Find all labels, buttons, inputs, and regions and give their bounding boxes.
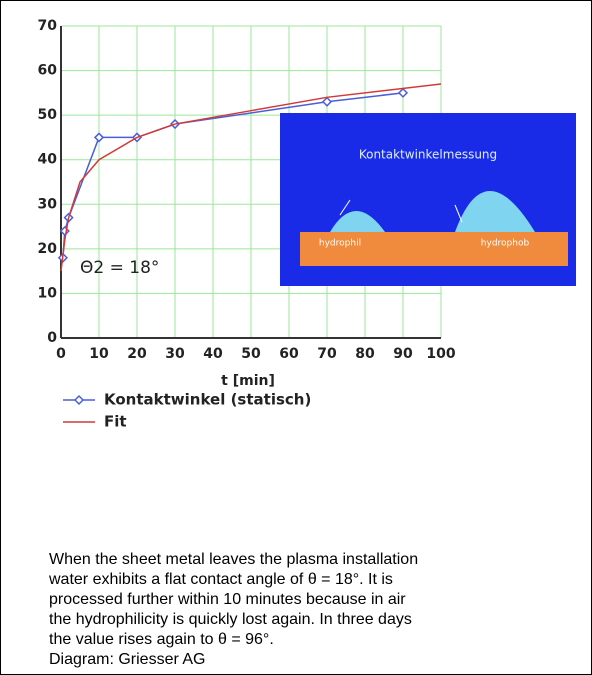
droplet xyxy=(455,191,535,232)
y-tick-label: 50 xyxy=(38,107,58,123)
x-axis-label: t [min] xyxy=(221,373,275,389)
annotation: Θ2 = 18° xyxy=(80,258,159,278)
x-tick-label: 10 xyxy=(89,346,109,362)
caption-line: the value rises again to θ = 96°. xyxy=(49,631,274,648)
inset-label: hydrophil xyxy=(319,239,361,249)
point xyxy=(93,132,105,143)
caption: When the sheet metal leaves the plasma i… xyxy=(48,551,418,668)
droplet xyxy=(330,211,385,232)
point xyxy=(397,87,409,98)
caption-line: When the sheet metal leaves the plasma i… xyxy=(49,551,418,568)
y-tick-label: 70 xyxy=(38,18,58,34)
x-tick-label: 100 xyxy=(426,346,455,362)
y-tick-label: 40 xyxy=(38,152,58,168)
substrate xyxy=(300,232,568,266)
inset-title: Kontaktwinkelmessung xyxy=(359,148,497,162)
x-tick-label: 40 xyxy=(203,346,223,362)
inset-label: hydrophob xyxy=(481,239,530,249)
legend: Kontaktwinkel (statisch) Fit xyxy=(63,391,311,431)
angle-line xyxy=(454,204,463,223)
legend-marker xyxy=(73,394,85,406)
y-tick-label: 60 xyxy=(38,63,58,79)
y-tick-label: 0 xyxy=(47,330,57,346)
x-tick-label: 30 xyxy=(165,346,185,362)
series-line xyxy=(60,83,442,272)
angle-line xyxy=(339,199,351,216)
caption-line: processed further within 10 minutes beca… xyxy=(49,591,406,608)
x-tick-label: 20 xyxy=(127,346,147,362)
y-tick-label: 20 xyxy=(38,241,58,257)
caption-line: the hydrophilicity is quickly lost again… xyxy=(49,611,412,628)
caption-line: Diagram: Griesser AG xyxy=(49,651,205,668)
x-tick-label: 50 xyxy=(241,346,261,362)
point xyxy=(321,96,333,107)
x-tick-label: 60 xyxy=(279,346,299,362)
x-tick-label: 80 xyxy=(355,346,375,362)
caption-line: water exhibits a flat contact angle of θ… xyxy=(48,571,393,588)
x-tick-label: 70 xyxy=(317,346,337,362)
legend-label: Kontaktwinkel (statisch) xyxy=(104,391,311,409)
y-tick-label: 30 xyxy=(38,196,58,212)
x-tick-label: 90 xyxy=(393,346,413,362)
y-tick-label: 10 xyxy=(38,285,58,301)
legend-label: Fit xyxy=(104,413,127,431)
x-tick-label: 0 xyxy=(56,346,66,362)
